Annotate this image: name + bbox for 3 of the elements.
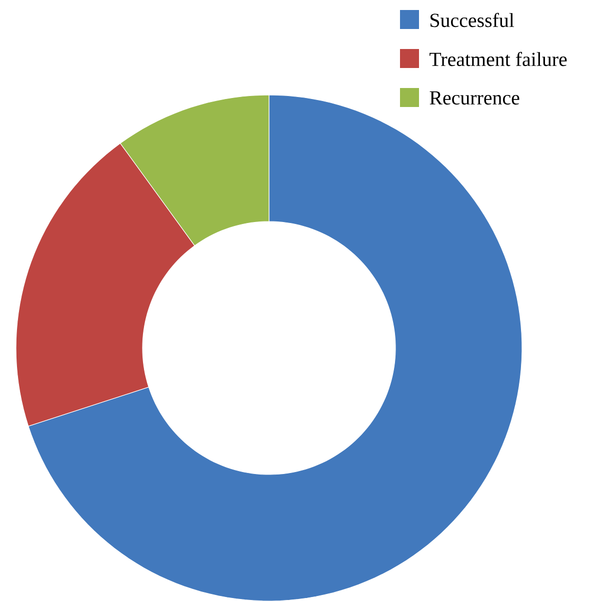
legend-label: Treatment failure: [430, 52, 567, 66]
legend-label: Recurrence: [430, 91, 520, 105]
legend-label: Successful: [430, 12, 514, 28]
